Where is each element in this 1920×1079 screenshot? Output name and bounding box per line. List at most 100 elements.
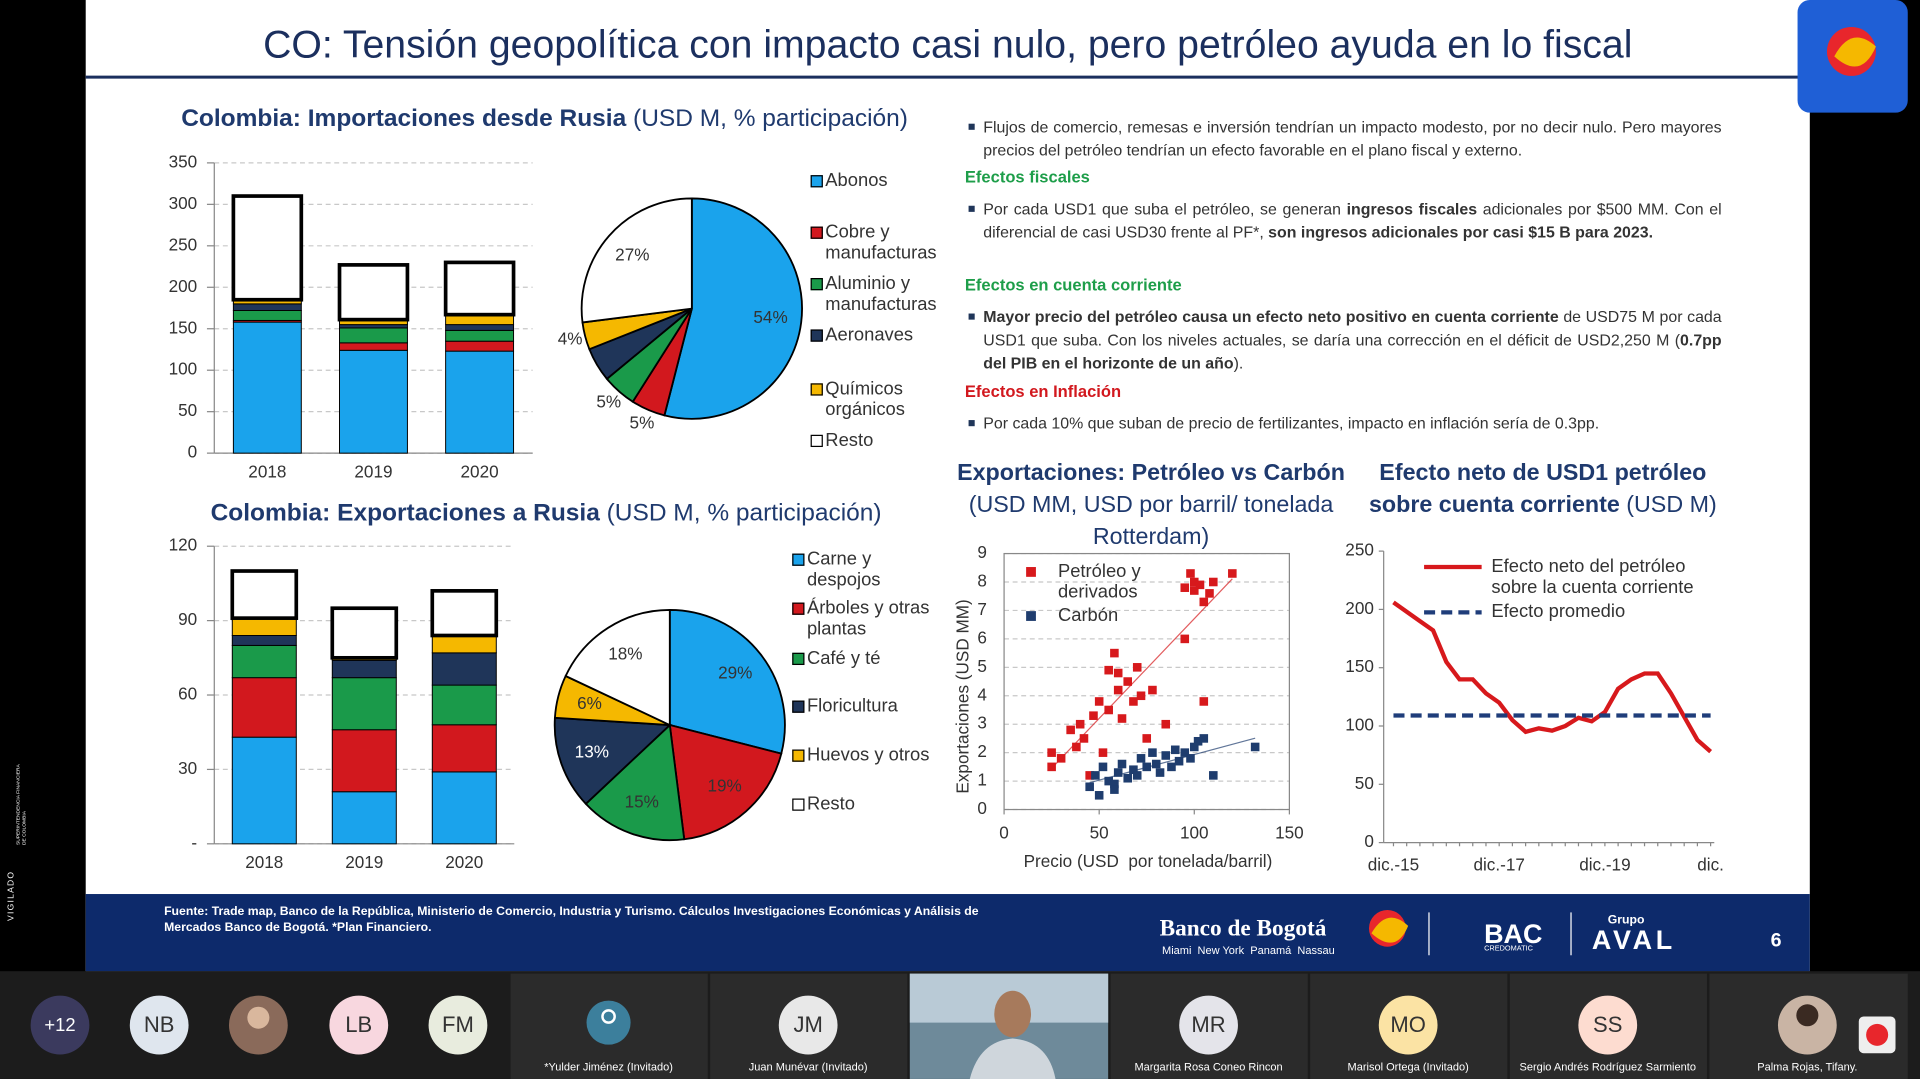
y-tick-label: 200: [1345, 598, 1374, 618]
scatter-point: [1110, 785, 1119, 794]
page-number: 6: [1770, 930, 1782, 952]
scatter-point: [1186, 569, 1195, 578]
scatter-point: [1113, 768, 1123, 777]
y-tick-label: 0: [188, 442, 198, 462]
y-tick-label: 150: [1345, 656, 1374, 676]
y-tick-label: 50: [178, 400, 197, 420]
bar-segment: [339, 327, 408, 344]
bar-segment: [331, 791, 397, 845]
scatter-point: [1110, 779, 1119, 789]
aval: AVAL: [1591, 924, 1676, 956]
chart-title: Efecto neto de USD1 petróleo sobre cuenta…: [1347, 458, 1739, 522]
avatar: [329, 995, 389, 1055]
vigilado: VIGILADO: [7, 870, 16, 921]
avatar: [778, 995, 838, 1055]
y-tick-label: 0: [977, 798, 987, 818]
scatter-point: [1085, 771, 1094, 780]
y-tick-label: 250: [1345, 540, 1374, 560]
footer-band: [85, 894, 1810, 972]
y-tick-label: 150: [169, 317, 198, 337]
scatter-point: [1129, 765, 1138, 774]
logo-mark: [1834, 37, 1876, 67]
legend-swatch: [1026, 611, 1036, 621]
bullet-mark: [968, 313, 975, 320]
bar-segment: [445, 324, 515, 331]
subtitle: (USD M, % participación): [606, 499, 882, 527]
x-tick-label: 50: [1090, 823, 1109, 843]
chart-title: Colombia: Importaciones desde Rusia (USD…: [181, 105, 908, 133]
text: Flujos de comercio, remesas e inversión …: [983, 117, 1722, 160]
bank-name: Banco de Bogotá: [1159, 916, 1327, 942]
video-person: [994, 990, 1032, 1038]
y-tick-label: 90: [178, 609, 197, 629]
scatter-point: [1228, 569, 1237, 578]
scatter-point: [1047, 762, 1056, 772]
scatter-point: [1094, 697, 1104, 706]
scatter-point: [1129, 697, 1138, 706]
avatar-initials: +12: [44, 1014, 75, 1035]
scatter-point: [1047, 748, 1056, 757]
bank-logo: [1371, 917, 1409, 943]
pie-slice: [668, 608, 786, 755]
line-series: [1392, 600, 1713, 754]
bar-segment: [330, 606, 399, 660]
scatter-point: [1190, 742, 1199, 752]
bar-segment: [431, 724, 497, 773]
x-tick-label: dic.: [1697, 854, 1724, 874]
app-icon: [1866, 1023, 1889, 1046]
scatter-point: [1170, 745, 1180, 755]
bold-text: Mayor precio del petróleo causa un efect…: [983, 307, 1559, 326]
x-tick-label: 2020: [445, 852, 483, 872]
y-tick-label: 3: [977, 713, 987, 733]
bar-segment: [231, 644, 297, 679]
group: Grupo: [1607, 913, 1645, 928]
avatar-initials: SS: [1593, 1012, 1622, 1037]
bar-segment: [339, 324, 408, 329]
pie-label: 5%: [596, 391, 621, 411]
scatter-point: [1161, 719, 1171, 729]
avatar-initials: JM: [793, 1012, 822, 1037]
y-tick-label: 60: [178, 684, 197, 704]
scatter-point: [1132, 663, 1142, 672]
y-tick-label: 200: [169, 276, 198, 296]
legend-swatch: [1026, 567, 1036, 577]
scatter-point: [1190, 577, 1199, 587]
supervisor: SUPERINTENDENCIA FINANCIERA DE COLOMBIA: [14, 764, 27, 846]
avatar: [1378, 995, 1438, 1055]
pie-label: 6%: [577, 693, 602, 713]
subtitle: (USD M, % participación): [633, 105, 908, 133]
bar-segment: [231, 677, 297, 738]
y-tick-label: 120: [169, 535, 198, 555]
scatter-point: [1104, 665, 1113, 675]
scatter-point: [1113, 685, 1123, 695]
bullet-mark: [968, 123, 975, 130]
scatter-point: [1209, 577, 1218, 587]
bar-segment: [230, 569, 299, 620]
pie-label: 54%: [753, 307, 787, 327]
text: ).: [1233, 353, 1244, 373]
scatter-point: [1142, 762, 1152, 772]
footer-source: Fuente: Trade map, Banco de la República…: [164, 905, 979, 935]
chart-title: Colombia: Exportaciones a Rusia (USD M, …: [211, 500, 882, 528]
scatter-point: [1123, 773, 1133, 783]
x-tick-label: 2019: [345, 852, 383, 872]
bar-segment: [331, 677, 397, 731]
y-tick-label: 350: [169, 151, 198, 171]
bar-segment: [431, 635, 497, 654]
scatter-point: [1250, 742, 1260, 752]
bac: BAC: [1484, 918, 1543, 950]
pie-label: 13%: [575, 742, 609, 762]
pie-slice: [663, 197, 803, 420]
pie-slice: [553, 716, 672, 806]
bar-segment: [231, 736, 297, 845]
x-tick-label: 100: [1180, 823, 1209, 843]
y-tick-label: 300: [169, 193, 198, 213]
bullet: Por cada 10% que suban de precio de fert…: [965, 411, 1722, 434]
bullet-mark: [968, 205, 975, 212]
x-tick-label: 150: [1275, 823, 1304, 843]
pie-label: 27%: [615, 245, 649, 265]
scatter-point: [1155, 768, 1165, 777]
